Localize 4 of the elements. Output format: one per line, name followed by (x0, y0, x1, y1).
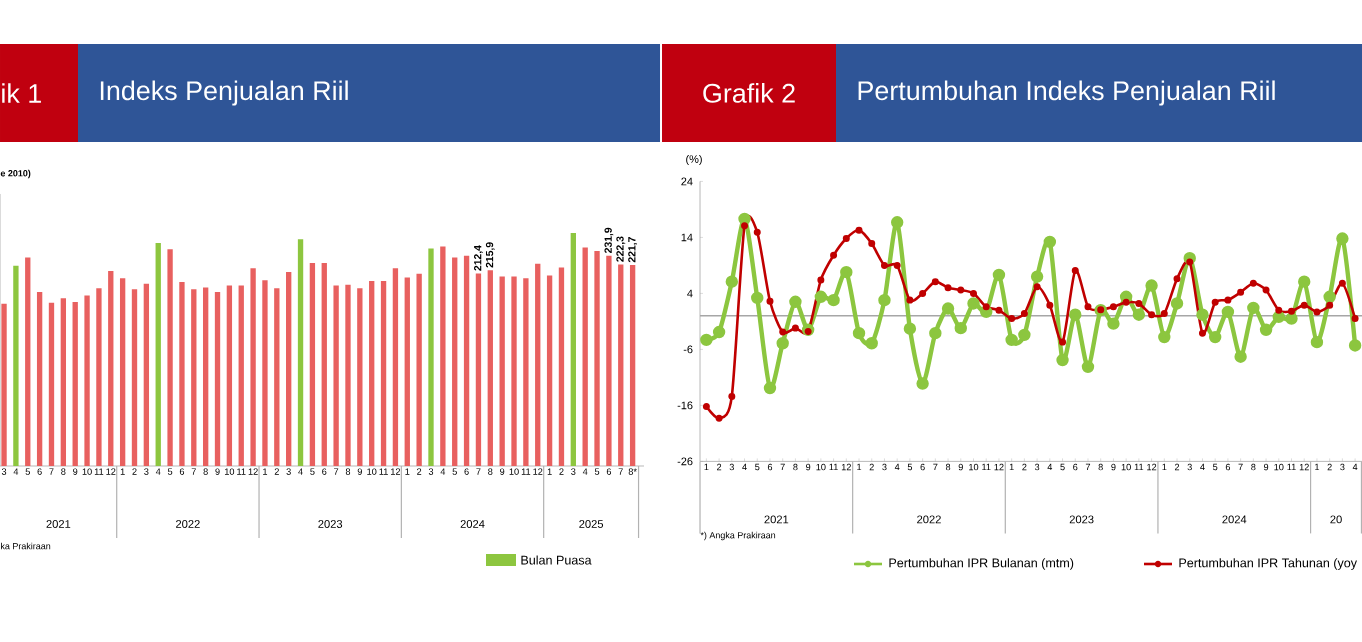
chart-title: Pertumbuhan Indeks Penjualan Riil (858, 80, 1275, 106)
chart-title: Indeks Penjualan Riil (100, 80, 348, 106)
text: Grafik 2 (703, 83, 795, 103)
text: ik 1 (2, 83, 41, 103)
